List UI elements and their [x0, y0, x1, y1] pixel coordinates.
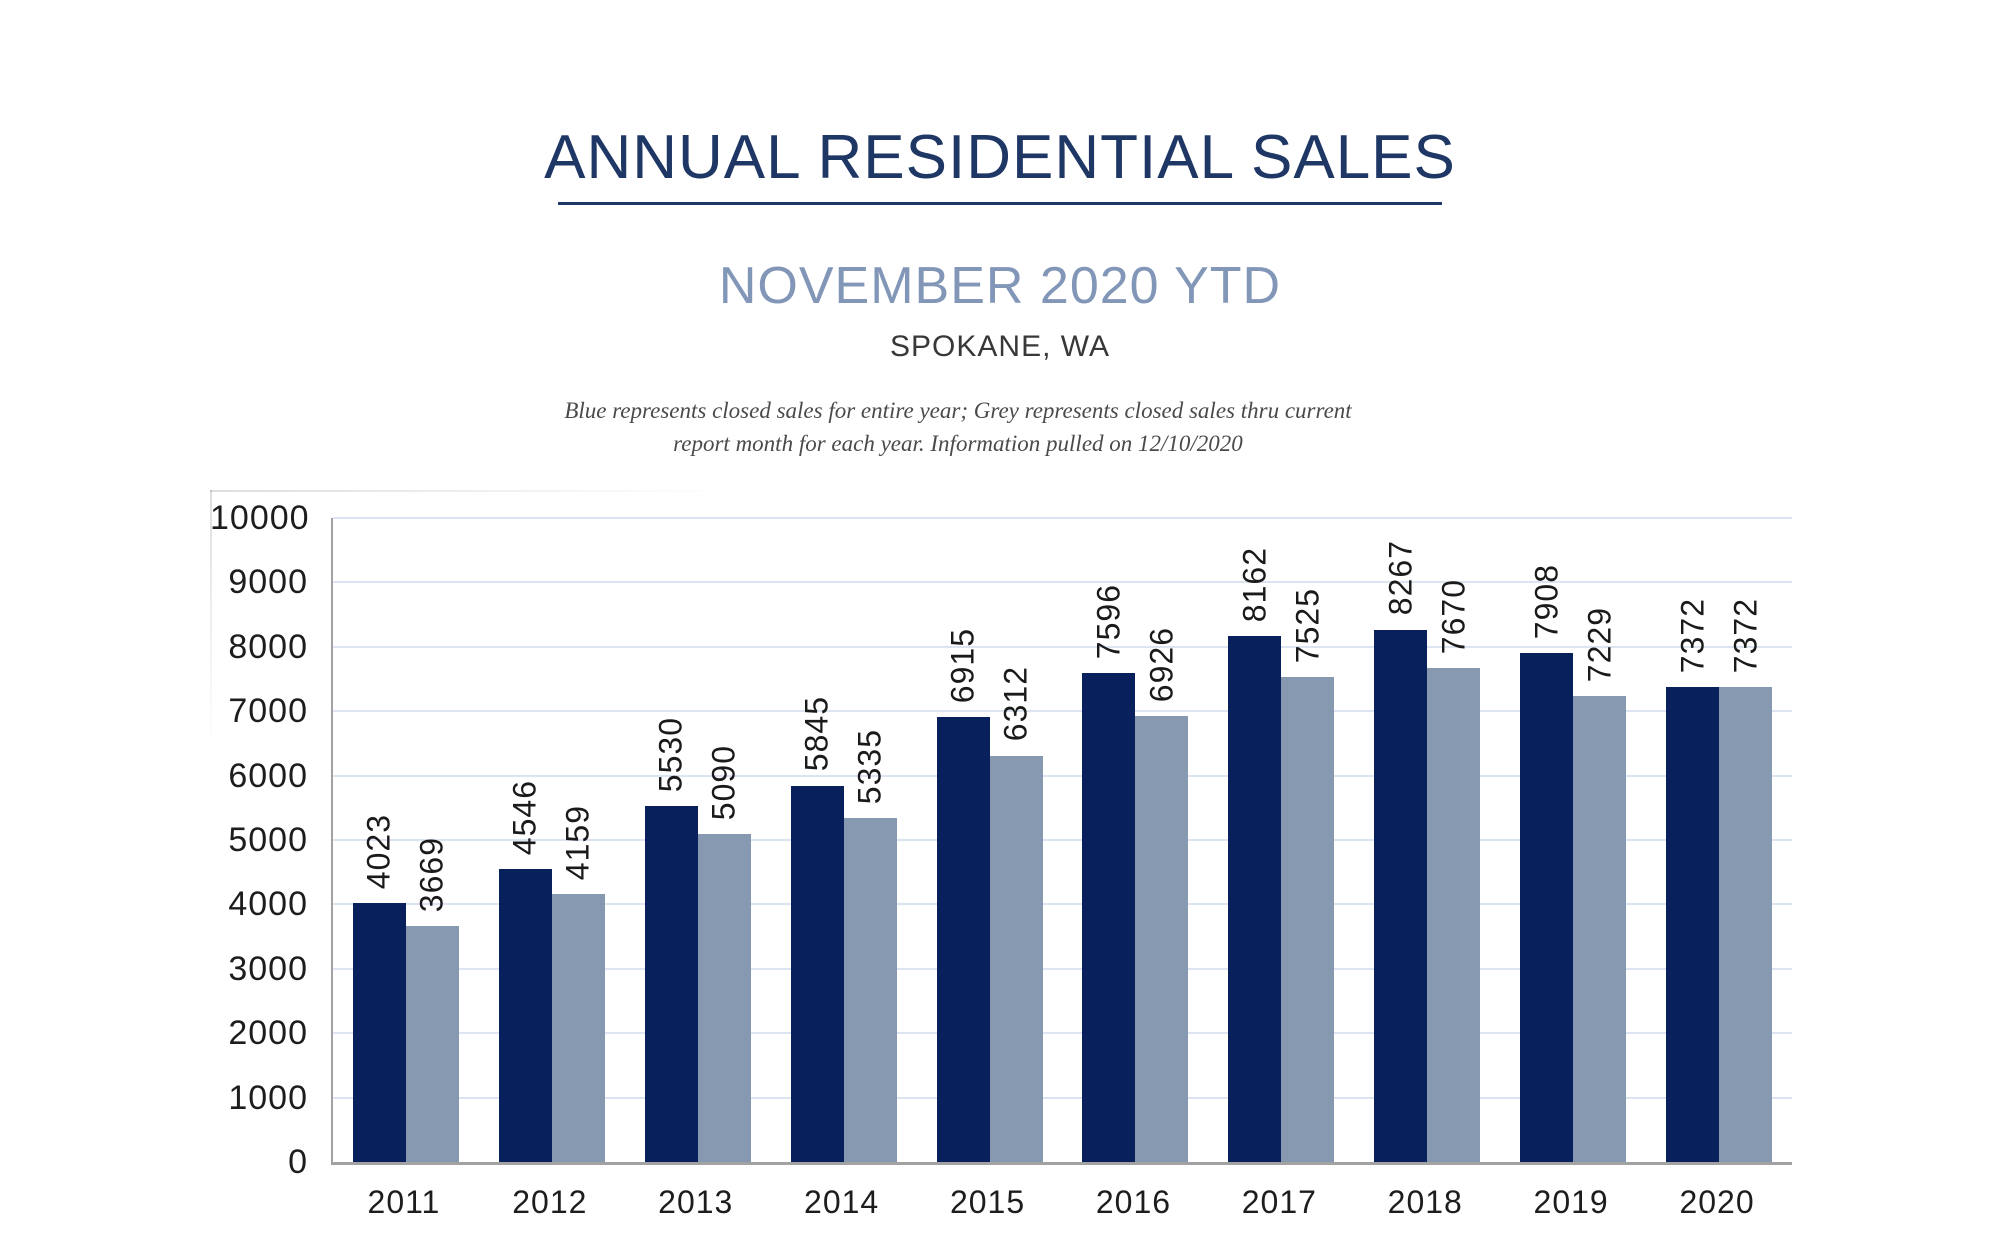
- y-tick-label: 4000: [228, 885, 308, 924]
- page-subtitle: NOVEMBER 2020 YTD: [718, 257, 1282, 315]
- bar-group: 7372 7372: [1646, 518, 1792, 1162]
- plot-area: 4023 3669 4546 4159 5530 5090 5845 5335 6915 6312…: [331, 517, 1792, 1165]
- x-tick-label: 2016: [1095, 1184, 1172, 1220]
- y-axis-tick-labels: 0 1000 2000 3000 4000 5000 6000 7000 8000 9000 100…: [210, 501, 309, 1179]
- bar-group: 5530 5090: [625, 518, 771, 1162]
- x-tick-label: 2020: [1679, 1184, 1755, 1220]
- bar-ytd: 4159: [551, 805, 605, 1162]
- title-underline: [558, 202, 1442, 205]
- bar-group: 5845 5335: [771, 518, 917, 1162]
- page-title: ANNUAL RESIDENTIAL SALES: [544, 123, 1456, 192]
- legend-note-line2: report month for each year. Information …: [673, 431, 1243, 456]
- bar-group: 4023 3669: [333, 518, 479, 1162]
- bar-entire-year: 5530: [644, 717, 698, 1162]
- y-tick-label: 2000: [228, 1014, 308, 1053]
- gridline: [333, 1096, 1792, 1099]
- bar-value-label: 5845: [798, 696, 835, 772]
- annual-sales-bar-chart: 0 1000 2000 3000 4000 5000 6000 7000 8000 9000 100…: [210, 490, 1812, 1232]
- bar-group: 8162 7525: [1208, 518, 1354, 1162]
- x-tick-label: 2012: [512, 1184, 588, 1220]
- bar-entire-year: 7908: [1520, 564, 1574, 1162]
- y-tick-label: 5000: [228, 821, 308, 859]
- bar-value-label: 7372: [1727, 598, 1764, 674]
- bar-ytd: 5335: [843, 729, 897, 1162]
- bar-value-label: 7229: [1581, 607, 1618, 683]
- bar-group: 7908 7229: [1500, 518, 1646, 1162]
- gridline: [333, 581, 1792, 584]
- chart-frame-left-edge: [210, 490, 212, 750]
- bar-value-label: 6915: [944, 627, 981, 703]
- y-tick-label: 6000: [228, 756, 308, 795]
- y-tick-label: 7000: [228, 692, 308, 731]
- bar-value-label: 5530: [652, 716, 689, 792]
- gridline: [333, 903, 1792, 906]
- bar-group: 4546 4159: [479, 518, 625, 1162]
- bar-value-label: 8162: [1236, 547, 1273, 623]
- bar-value-label: 6926: [1143, 626, 1180, 702]
- x-tick-label: 2017: [1241, 1184, 1317, 1220]
- bar-entire-year: 5845: [790, 696, 844, 1162]
- bar-value-label: 8267: [1382, 540, 1419, 616]
- bar-ytd: 5090: [697, 745, 751, 1162]
- bar-value-label: 4023: [360, 813, 397, 889]
- x-tick-label: 2014: [804, 1184, 880, 1220]
- bar-ytd: 6312: [989, 666, 1043, 1162]
- bar-value-label: 5090: [705, 745, 742, 821]
- bar-entire-year: 8267: [1374, 540, 1428, 1162]
- location-label: SPOKANE, WA: [890, 330, 1110, 363]
- bar-entire-year: 4546: [498, 780, 552, 1162]
- bar-value-label: 7908: [1528, 563, 1565, 639]
- bar-value-label: 5335: [851, 729, 888, 805]
- chart-frame-top-edge: [210, 490, 730, 492]
- bar-value-label: 7596: [1090, 583, 1127, 659]
- bar-value-label: 7372: [1674, 598, 1711, 674]
- x-tick-label: 2013: [658, 1184, 734, 1220]
- bar-ytd: 7229: [1573, 607, 1627, 1162]
- y-tick-label: 3000: [228, 949, 308, 988]
- bar-value-label: 6312: [997, 666, 1034, 742]
- bar-value-label: 7670: [1435, 578, 1472, 655]
- bar-group: 6915 6312: [917, 518, 1063, 1162]
- gridline: [333, 774, 1792, 777]
- gridline: [333, 517, 1792, 519]
- x-axis-tick-labels: 2011 2012 2013 2014 2015 2016 2017 2018 2019 2020: [331, 1184, 1790, 1228]
- x-tick-label: 2011: [367, 1184, 441, 1220]
- bar-group: 8267 7670: [1354, 518, 1500, 1162]
- x-tick-label: 2015: [949, 1184, 1026, 1220]
- bar-entire-year: 7372: [1666, 598, 1720, 1162]
- bar-ytd: 6926: [1135, 627, 1189, 1162]
- legend-note: Blue represents closed sales for entire …: [0, 394, 1916, 460]
- bar-ytd: 7670: [1427, 579, 1481, 1162]
- bar-ytd: 7525: [1281, 588, 1335, 1162]
- bar-ytd: 7372: [1719, 598, 1773, 1162]
- bar-entire-year: 6915: [936, 628, 990, 1162]
- bar-entire-year: 8162: [1228, 547, 1282, 1162]
- gridline: [333, 1032, 1792, 1035]
- bar-group: 7596 6926: [1063, 518, 1209, 1162]
- gridline: [333, 967, 1792, 970]
- y-tick-label: 0: [288, 1143, 308, 1181]
- bar-value-label: 3669: [413, 836, 450, 912]
- gridline: [333, 710, 1792, 713]
- y-tick-label: 8000: [228, 627, 308, 666]
- y-tick-label: 9000: [228, 563, 308, 602]
- gridline: [333, 839, 1792, 841]
- gridline: [333, 645, 1792, 648]
- x-tick-label: 2019: [1533, 1184, 1609, 1220]
- legend-note-line1: Blue represents closed sales for entire …: [564, 398, 1352, 423]
- bar-value-label: 7525: [1289, 588, 1326, 664]
- y-tick-label: 10000: [210, 499, 310, 537]
- y-tick-label: 1000: [228, 1078, 308, 1117]
- bar-value-label: 4546: [506, 780, 543, 856]
- bar-entire-year: 4023: [352, 814, 406, 1162]
- bar-ytd: 3669: [405, 837, 459, 1162]
- x-tick-label: 2018: [1387, 1184, 1463, 1220]
- bar-entire-year: 7596: [1082, 584, 1136, 1162]
- bar-value-label: 4159: [559, 804, 596, 881]
